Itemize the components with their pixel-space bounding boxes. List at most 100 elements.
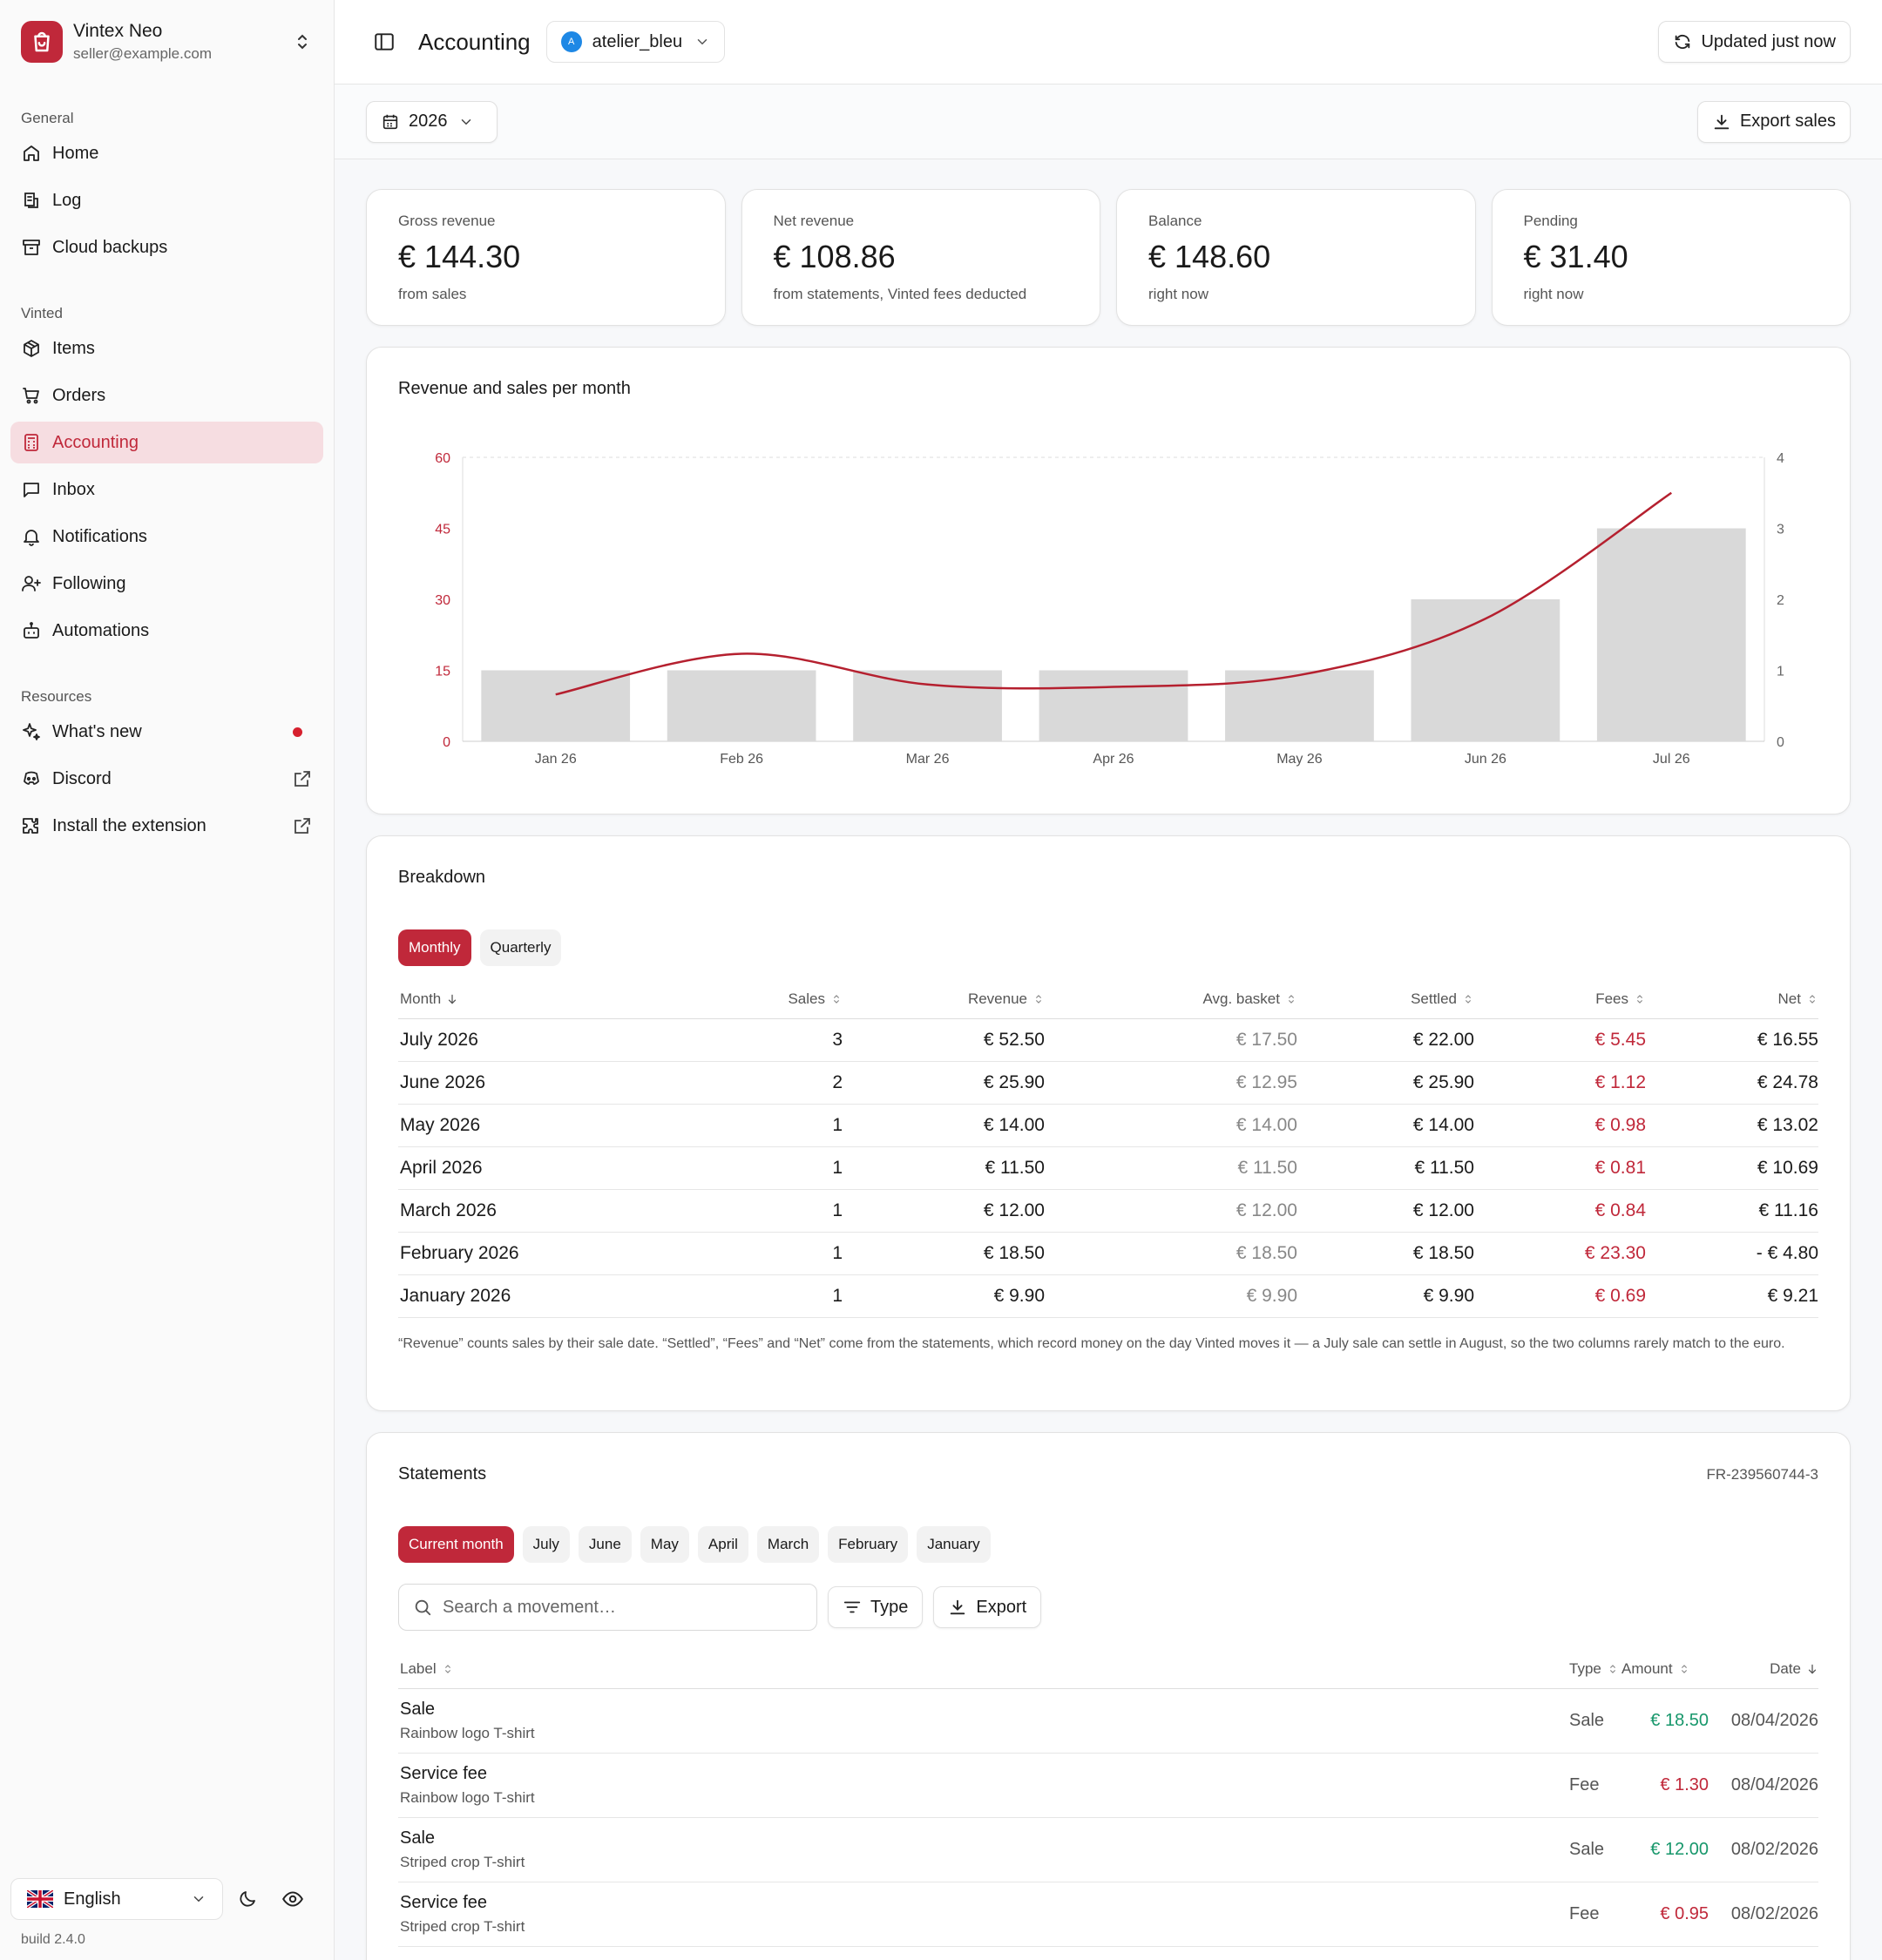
kpi-card-gross-revenue: Gross revenue € 144.30 from sales xyxy=(366,189,726,326)
account-switcher[interactable]: Vintex Neo seller@example.com xyxy=(10,0,323,84)
table-row: February 2026 1 € 18.50 € 18.50 € 18.50 € 23.… xyxy=(398,1232,1818,1275)
cell-label: Sale Striped crop T-shirt xyxy=(398,1817,1569,1882)
breakdown-note: “Revenue” counts sales by their sale dat… xyxy=(398,1335,1785,1351)
year-select[interactable]: 2026 xyxy=(366,100,498,143)
chart-panel: Revenue and sales per month 0 15 30 45 60 0 1 2… xyxy=(366,347,1851,814)
column-header-date[interactable]: Date xyxy=(1709,1650,1818,1689)
sidebar: Vintex Neo seller@example.com General Ho… xyxy=(0,0,335,1960)
sidebar-item-inbox[interactable]: Inbox xyxy=(10,469,323,510)
kpi-card-pending: Pending € 31.40 right now xyxy=(1491,189,1851,326)
cell-fees: € 0.98 xyxy=(1474,1104,1646,1147)
statement-row[interactable]: Service fee Rainbow logo T-shirt Fee € 1.30… xyxy=(398,1753,1818,1818)
privacy-toggle[interactable] xyxy=(272,1878,314,1920)
cell-net: € 11.16 xyxy=(1646,1189,1818,1233)
tab-may[interactable]: May xyxy=(640,1526,689,1563)
column-header-label: Sales xyxy=(788,990,825,1007)
store-avatar: A xyxy=(560,31,582,52)
column-header-text: Amount xyxy=(1621,1659,1673,1677)
download-icon xyxy=(1714,114,1730,129)
right-axis-tick-label: 4 xyxy=(1777,451,1784,466)
column-header-settled[interactable]: Settled xyxy=(1297,980,1474,1019)
cell-date: 08/02/2026 xyxy=(1709,1882,1818,1947)
x-axis-tick-label: Jan 26 xyxy=(535,752,577,767)
export-sales-button[interactable]: Export sales xyxy=(1696,100,1851,143)
sidebar-toggle-icon[interactable] xyxy=(373,30,396,53)
statement-item: Rainbow logo T-shirt xyxy=(400,1788,535,1806)
cell-amount: € 0.95 xyxy=(1621,1882,1709,1947)
column-header-type[interactable]: Type xyxy=(1569,1650,1621,1689)
export-statements-button[interactable]: Export xyxy=(933,1586,1042,1628)
statement-row[interactable]: Sale Striped crop T-shirt Sale € 12.00 08/02… xyxy=(398,1817,1818,1882)
language-select[interactable]: English xyxy=(10,1878,223,1920)
sidebar-item-following[interactable]: Following xyxy=(10,563,323,605)
cell-month: January 2026 xyxy=(398,1274,721,1318)
column-header-revenue[interactable]: Revenue xyxy=(843,980,1045,1019)
chart-bar xyxy=(667,670,816,741)
kpi-sub: right now xyxy=(1523,286,1584,302)
cell-sales: 2 xyxy=(721,1061,843,1105)
cell-avg-basket: € 9.90 xyxy=(1045,1274,1297,1318)
tab-february[interactable]: February xyxy=(828,1526,909,1563)
sidebar-item-automations[interactable]: Automations xyxy=(10,610,323,652)
cell-settled: € 25.90 xyxy=(1297,1061,1474,1105)
cell-sales: 1 xyxy=(721,1189,843,1233)
kpi-value: € 31.40 xyxy=(1523,239,1628,274)
sidebar-item-install-extension[interactable]: Install the extension xyxy=(10,805,323,847)
refresh-button[interactable]: Updated just now xyxy=(1658,21,1851,63)
cell-type: Sale xyxy=(1569,1688,1621,1754)
cell-type: Fee xyxy=(1569,1882,1621,1947)
tab-july[interactable]: July xyxy=(522,1526,570,1563)
column-header-label[interactable]: Label xyxy=(398,1650,1569,1689)
chart-bar xyxy=(1039,670,1188,741)
tab-january[interactable]: January xyxy=(917,1526,991,1563)
statement-reference: FR-239560744-3 xyxy=(1706,1465,1818,1483)
main-content: Accounting A atelier_bleu Updated just n… xyxy=(335,0,1882,1960)
table-row: May 2026 1 € 14.00 € 14.00 € 14.00 € 0.98 € 13… xyxy=(398,1104,1818,1147)
external-link-icon xyxy=(294,818,310,834)
column-header-avg-basket[interactable]: Avg. basket xyxy=(1045,980,1297,1019)
store-select[interactable]: A atelier_bleu xyxy=(545,21,726,63)
sidebar-item-accounting[interactable]: Accounting xyxy=(10,422,323,463)
cell-amount: € 12.00 xyxy=(1621,1817,1709,1882)
tab-monthly[interactable]: Monthly xyxy=(398,929,471,966)
cell-month: March 2026 xyxy=(398,1189,721,1233)
x-axis-tick-label: Feb 26 xyxy=(720,752,763,767)
column-header-month[interactable]: Month xyxy=(398,980,721,1019)
tab-march[interactable]: March xyxy=(756,1526,820,1563)
statement-row[interactable]: Sale Rainbow logo T-shirt Sale € 18.50 08/04… xyxy=(398,1688,1818,1754)
cell-fees: € 0.69 xyxy=(1474,1274,1646,1318)
column-header-fees[interactable]: Fees xyxy=(1474,980,1646,1019)
type-filter-button[interactable]: Type xyxy=(828,1586,924,1628)
breakdown-panel: Breakdown Monthly Quarterly Month Sales … xyxy=(366,835,1851,1411)
cell-sales: 1 xyxy=(721,1274,843,1318)
sidebar-item-orders[interactable]: Orders xyxy=(10,375,323,416)
cell-label: Service fee Striped crop T-shirt xyxy=(398,1882,1569,1947)
dark-mode-toggle[interactable] xyxy=(227,1878,268,1920)
home-icon xyxy=(24,145,39,161)
kpi-value: € 108.86 xyxy=(773,239,896,274)
column-header-amount[interactable]: Amount xyxy=(1621,1650,1709,1689)
tab-april[interactable]: April xyxy=(697,1526,748,1563)
sidebar-item-notifications[interactable]: Notifications xyxy=(10,516,323,558)
statement-row[interactable]: Service fee Striped crop T-shirt Fee € 0.95… xyxy=(398,1882,1818,1947)
column-header-sales[interactable]: Sales xyxy=(721,980,843,1019)
tab-current-month[interactable]: Current month xyxy=(398,1526,514,1563)
sidebar-item-discord[interactable]: Discord xyxy=(10,758,323,800)
user-plus-icon xyxy=(22,576,41,591)
tab-quarterly[interactable]: Quarterly xyxy=(479,929,562,966)
cell-avg-basket: € 12.95 xyxy=(1045,1061,1297,1105)
sidebar-item-log[interactable]: Log xyxy=(10,179,323,221)
sidebar-item-whats-new[interactable]: What's new xyxy=(10,711,323,753)
kpi-sub: from sales xyxy=(398,286,467,302)
account-name: Vintex Neo xyxy=(73,21,163,41)
search-input[interactable]: Search a movement… xyxy=(398,1584,817,1631)
column-header-label: Settled xyxy=(1411,990,1457,1007)
cell-avg-basket: € 11.50 xyxy=(1045,1146,1297,1190)
sidebar-item-items[interactable]: Items xyxy=(10,328,323,369)
tab-june[interactable]: June xyxy=(578,1526,632,1563)
sidebar-item-home[interactable]: Home xyxy=(10,132,323,174)
column-header-net[interactable]: Net xyxy=(1646,980,1818,1019)
sidebar-item-cloud-backups[interactable]: Cloud backups xyxy=(10,226,323,268)
refresh-icon xyxy=(1676,34,1690,50)
statement-item: Rainbow logo T-shirt xyxy=(400,1724,535,1741)
